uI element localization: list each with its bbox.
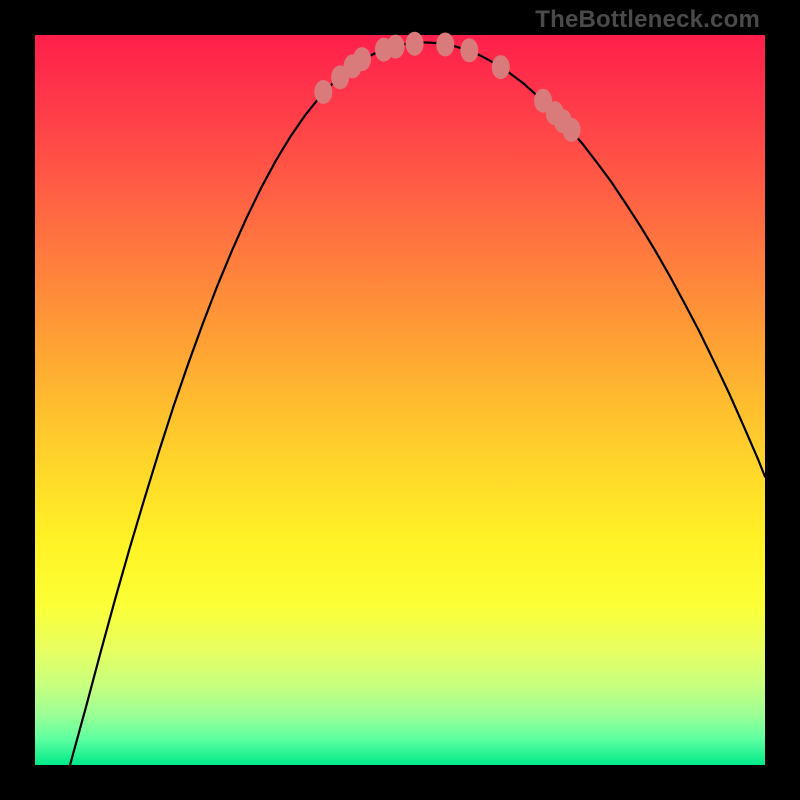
gradient-plot-area (35, 35, 765, 765)
watermark-text: TheBottleneck.com (535, 6, 760, 34)
chart-frame: TheBottleneck.com (0, 0, 800, 800)
